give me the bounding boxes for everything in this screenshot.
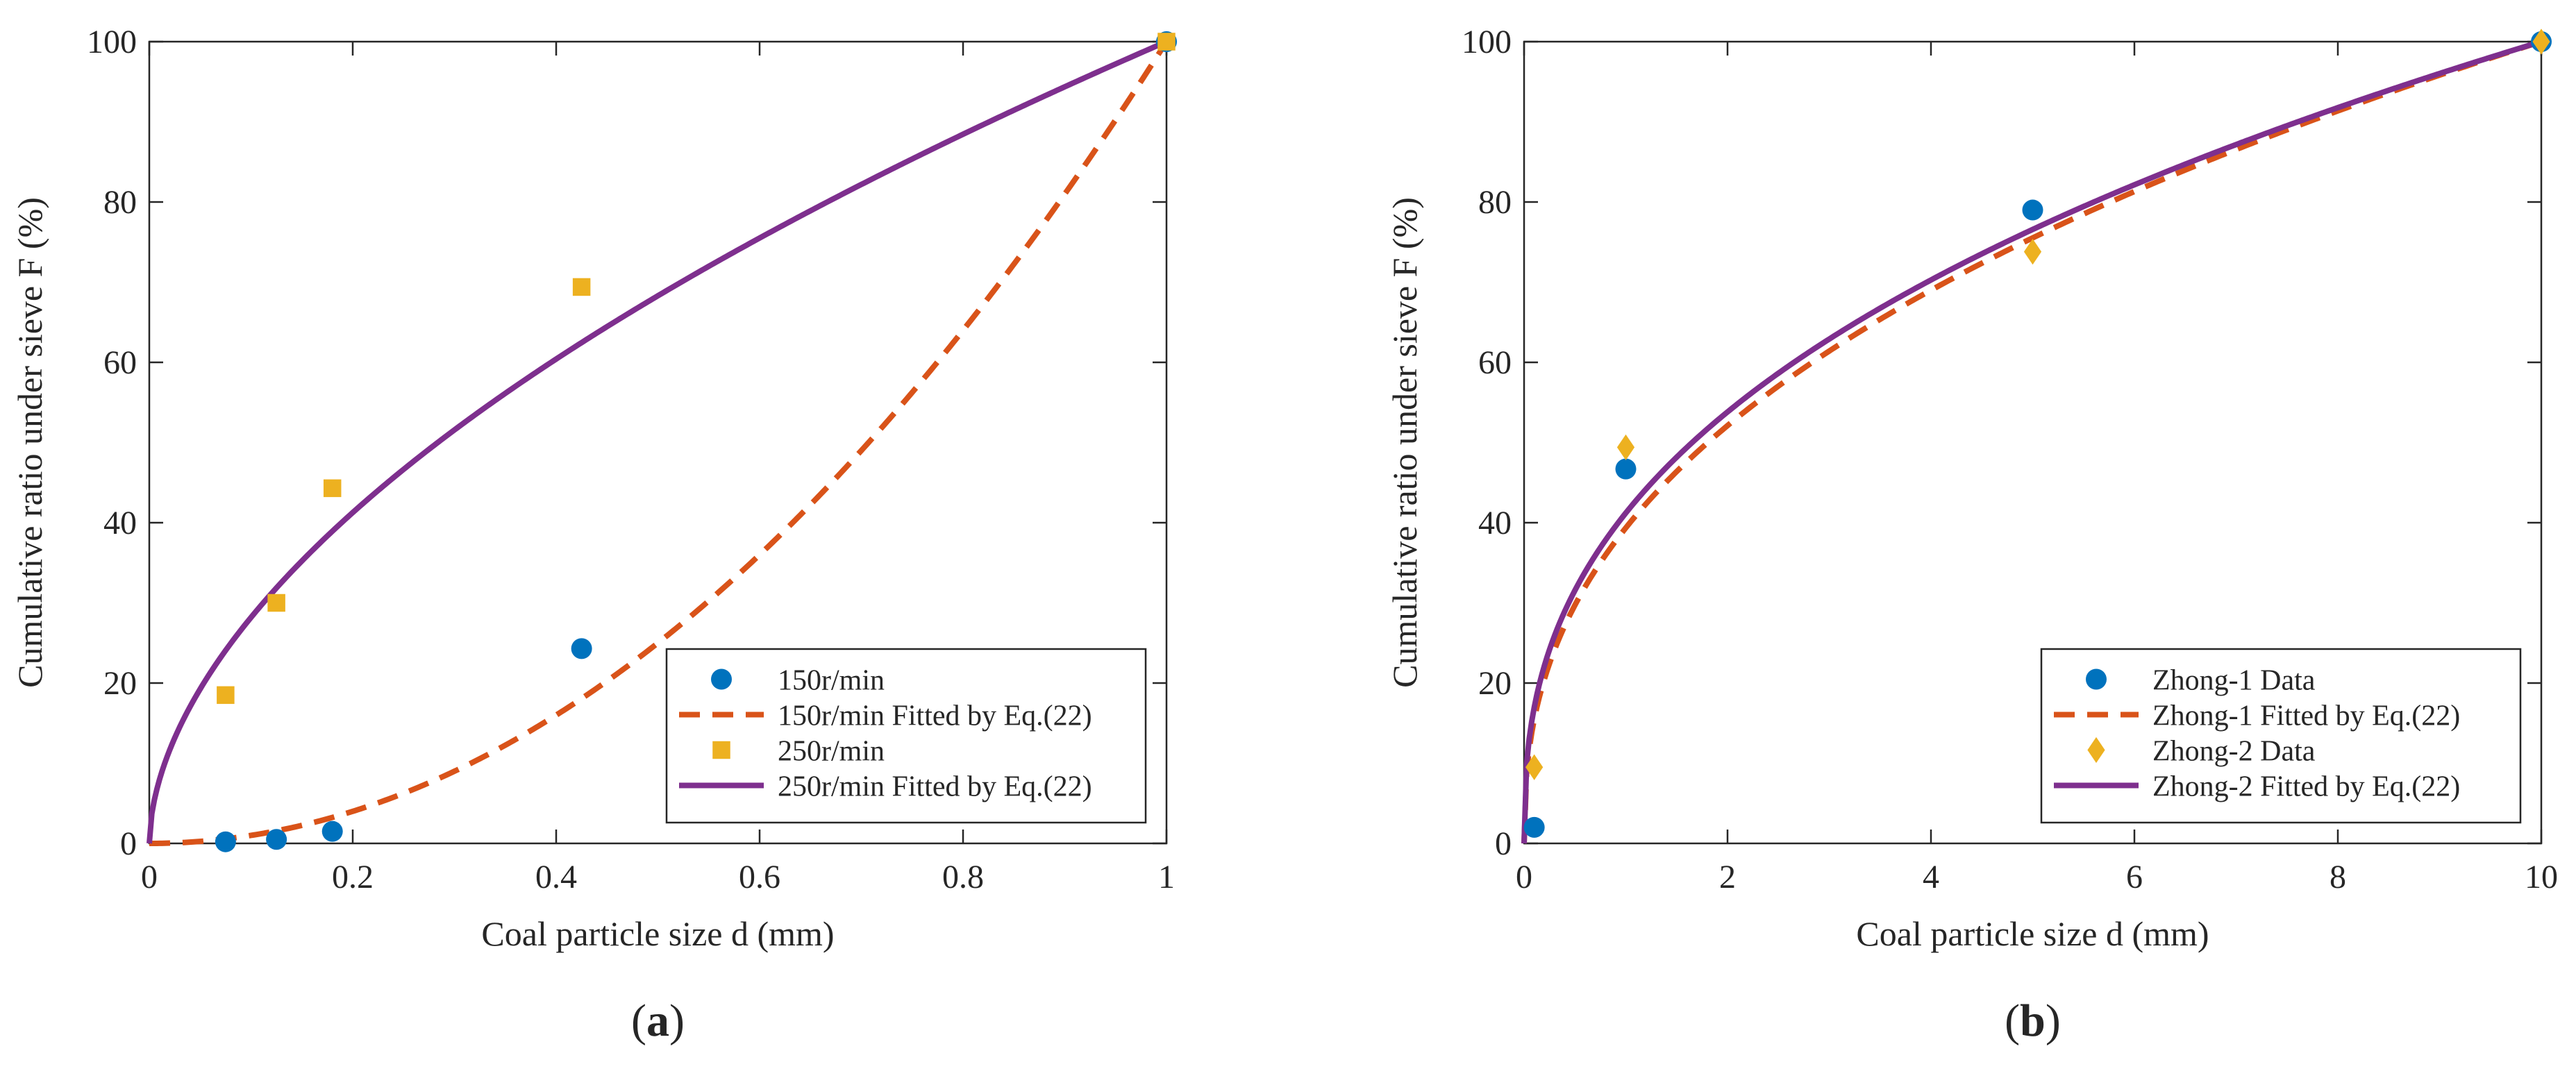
- data-point-150r-min: [266, 829, 287, 850]
- x-tick-label: 0.6: [739, 859, 780, 895]
- chart-panel-a: 0 0.2 0.4 0.6 0.8 1 0 20 40 60 80 100 Coal particle …: [10, 24, 1177, 1046]
- plot-area: [148, 40, 1168, 845]
- x-axis-label: Coal particle size d (mm): [1856, 914, 2209, 953]
- y-tick-label: 20: [103, 665, 137, 702]
- legend-label: 150r/min: [778, 665, 885, 697]
- data-point-250r-min: [572, 278, 591, 296]
- x-tick-label: 4: [1923, 859, 1939, 895]
- data-point-250r-min: [217, 686, 235, 705]
- data-point-250r-min: [323, 479, 342, 498]
- x-tick-label: 0.2: [332, 859, 374, 895]
- legend-label: Zhong-1 Data: [2152, 665, 2316, 697]
- series-line-250r-min-fitted-by-eq-22: [147, 39, 1168, 844]
- y-tick-label: 100: [1462, 24, 1512, 60]
- legend-label: Zhong-2 Fitted by Eq.(22): [2152, 771, 2460, 803]
- series-line-zhong-2-fitted-by-eq-22: [1521, 39, 2543, 844]
- x-tick-label: 2: [1719, 859, 1736, 895]
- legend-box: [665, 648, 1147, 824]
- x-axis-label: Coal particle size d (mm): [481, 914, 834, 953]
- data-point-250r-min: [1157, 33, 1176, 51]
- data-point-zhong-1-data: [2022, 199, 2043, 221]
- y-tick-label: 80: [1478, 184, 1512, 221]
- data-point-150r-min: [321, 820, 343, 842]
- x-tick-label: 0: [141, 859, 158, 895]
- legend-label: Zhong-2 Data: [2152, 736, 2316, 768]
- data-point-zhong-2-data: [2532, 28, 2550, 55]
- y-tick-label: 20: [1478, 665, 1512, 702]
- series-line-150r-min-fitted-by-eq-22: [149, 40, 1169, 846]
- legend-box: [2040, 648, 2522, 824]
- y-tick-label: 100: [87, 24, 137, 60]
- x-tick-label: 10: [2525, 859, 2558, 895]
- y-axis-label: Cumulative ratio under sieve F (%): [1385, 197, 1424, 688]
- legend-label: Zhong-1 Fitted by Eq.(22): [2152, 700, 2460, 732]
- legend-marker-swatch: [712, 741, 730, 759]
- data-point-150r-min: [215, 831, 236, 852]
- data-point-zhong-1-data: [1615, 458, 1637, 480]
- panel-label: (a): [631, 995, 685, 1046]
- y-tick-label: 60: [1478, 344, 1512, 381]
- legend-label: 250r/min: [778, 736, 885, 768]
- legend-marker-swatch: [2086, 668, 2107, 690]
- plot-area: [1523, 40, 2543, 845]
- data-point-zhong-2-data: [1525, 754, 1544, 780]
- x-tick-label: 1: [1158, 859, 1175, 895]
- y-tick-label: 60: [103, 344, 137, 381]
- x-tick-label: 0: [1516, 859, 1532, 895]
- data-point-zhong-1-data: [1523, 816, 1545, 838]
- y-tick-label: 0: [120, 825, 137, 862]
- legend-marker-swatch: [2087, 736, 2105, 764]
- legend-label: 250r/min Fitted by Eq.(22): [778, 771, 1092, 803]
- data-point-150r-min: [571, 638, 592, 659]
- data-point-zhong-2-data: [2023, 239, 2042, 265]
- y-tick-label: 40: [1478, 505, 1512, 541]
- x-tick-label: 0.8: [942, 859, 984, 895]
- data-point-250r-min: [267, 594, 285, 612]
- y-axis-label: Cumulative ratio under sieve F (%): [10, 197, 49, 688]
- x-tick-label: 0.4: [535, 859, 577, 895]
- x-tick-label: 6: [2126, 859, 2143, 895]
- legend-label: 150r/min Fitted by Eq.(22): [778, 700, 1092, 732]
- legend-marker-swatch: [711, 668, 732, 690]
- y-tick-label: 0: [1495, 825, 1512, 862]
- x-tick-label: 8: [2330, 859, 2346, 895]
- y-tick-label: 80: [103, 184, 137, 221]
- data-point-zhong-2-data: [1616, 434, 1635, 461]
- panel-label: (b): [2005, 995, 2061, 1046]
- y-tick-label: 40: [103, 505, 137, 541]
